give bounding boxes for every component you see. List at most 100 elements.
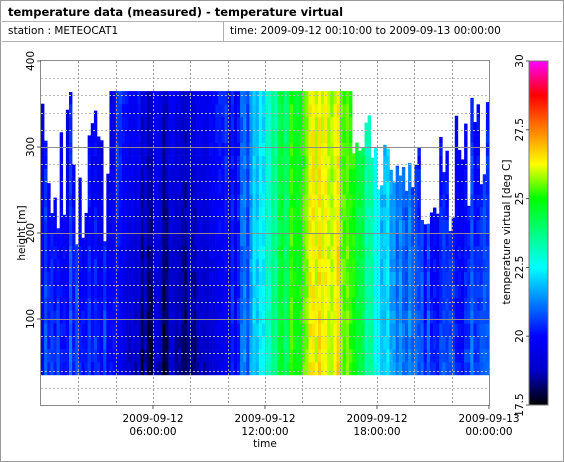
heatmap-cell <box>199 155 204 169</box>
heatmap-cell <box>330 155 334 169</box>
heatmap-cell <box>59 233 64 247</box>
heatmap-cell <box>221 284 225 298</box>
heatmap-cell <box>277 284 281 298</box>
heatmap-cell <box>327 245 331 260</box>
heatmap-cell <box>218 181 222 195</box>
heatmap-cell <box>277 104 281 118</box>
heatmap-cell <box>349 104 353 118</box>
heatmap-cell <box>255 129 260 143</box>
heatmap-cell <box>296 349 300 363</box>
heatmap-cell <box>467 271 471 285</box>
heatmap-cell <box>370 220 375 234</box>
heatmap-cell <box>485 207 490 221</box>
heatmap-cell <box>395 310 400 324</box>
heatmap-cell <box>112 323 116 337</box>
heatmap-cell <box>128 142 132 156</box>
heatmap-cell <box>202 323 207 337</box>
heatmap-cell <box>370 181 375 195</box>
heatmap-cell <box>69 92 73 105</box>
heatmap-cell <box>118 104 123 118</box>
heatmap-cell <box>265 129 269 143</box>
heatmap-cell <box>177 194 182 208</box>
heatmap-cell <box>289 284 294 298</box>
heatmap-cell <box>473 336 477 350</box>
heatmap-cell <box>78 220 82 234</box>
heatmap-cell <box>109 168 113 182</box>
heatmap-cell <box>345 297 350 311</box>
heatmap-cell <box>202 129 207 143</box>
heatmap-cell <box>121 142 126 156</box>
heatmap-cell <box>420 349 424 363</box>
heatmap-cell <box>112 142 116 156</box>
heatmap-cell <box>215 168 219 182</box>
heatmap-cell <box>339 349 344 363</box>
heatmap-cell <box>373 323 378 337</box>
heatmap-cell <box>339 336 344 350</box>
heatmap-cell <box>230 194 235 208</box>
heatmap-cell <box>349 245 353 260</box>
heatmap-cell <box>84 349 88 363</box>
heatmap-cell <box>230 271 235 285</box>
heatmap-cell <box>296 142 300 156</box>
heatmap-cell <box>44 297 48 311</box>
heatmap-cell <box>100 284 104 298</box>
heatmap-cell <box>305 349 309 363</box>
heatmap-cell <box>190 245 194 260</box>
heatmap-cell <box>153 104 157 118</box>
heatmap-cell <box>128 129 132 143</box>
heatmap-cell <box>69 155 73 169</box>
heatmap-cell <box>59 284 64 298</box>
heatmap-cell <box>159 323 163 337</box>
heatmap-cell <box>417 233 421 247</box>
heatmap-cell <box>305 91 309 105</box>
heatmap-cell <box>149 129 154 143</box>
heatmap-cell <box>308 142 312 156</box>
heatmap-cell <box>470 362 474 376</box>
heatmap-cell <box>252 104 256 118</box>
heatmap-cell <box>370 194 375 208</box>
heatmap-cell <box>373 362 378 376</box>
heatmap-cell <box>423 310 428 324</box>
heatmap-cell <box>205 168 210 182</box>
heatmap-cell <box>237 349 241 363</box>
heatmap-cell <box>302 155 306 169</box>
heatmap-cell <box>137 129 141 143</box>
heatmap-cell <box>445 150 449 156</box>
heatmap-cell <box>305 104 309 118</box>
heatmap-cell <box>308 310 312 324</box>
heatmap-cell <box>149 220 154 234</box>
heatmap-cell <box>470 155 474 169</box>
heatmap-cell <box>302 104 306 118</box>
heatmap-cell <box>69 142 73 156</box>
heatmap-cell <box>280 194 284 208</box>
heatmap-cell <box>436 323 440 337</box>
heatmap-cell <box>159 336 163 350</box>
heatmap-cell <box>327 168 331 182</box>
heatmap-cell <box>485 245 490 260</box>
heatmap-cell <box>224 142 228 156</box>
heatmap-cell <box>268 349 272 363</box>
heatmap-cell <box>97 168 101 182</box>
heatmap-cell <box>271 181 275 195</box>
heatmap-cell <box>202 91 207 105</box>
heatmap-cell <box>436 233 440 247</box>
heatmap-cell <box>221 220 225 234</box>
heatmap-cell <box>165 258 169 272</box>
heatmap-cell <box>445 297 449 311</box>
heatmap-cell <box>134 155 138 169</box>
heatmap-cell <box>199 207 204 221</box>
heatmap-cell <box>146 116 151 131</box>
heatmap-cell <box>153 310 157 324</box>
heatmap-cell <box>171 362 176 376</box>
heatmap-cell <box>212 245 216 260</box>
heatmap-cell <box>187 129 191 143</box>
heatmap-cell <box>398 207 403 221</box>
heatmap-cell <box>479 284 484 298</box>
heatmap-cell <box>286 284 291 298</box>
heatmap-cell <box>286 104 291 118</box>
heatmap-cell <box>451 220 456 234</box>
heatmap-cell <box>339 104 344 118</box>
heatmap-cell <box>240 142 244 156</box>
heatmap-cell <box>352 220 356 234</box>
heatmap-cell <box>115 181 120 195</box>
